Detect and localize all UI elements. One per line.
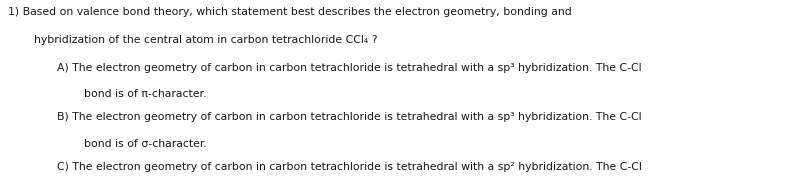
Text: bond is of π-character.: bond is of π-character. [84,89,206,99]
Text: C) The electron geometry of carbon in carbon tetrachloride is tetrahedral with a: C) The electron geometry of carbon in ca… [57,162,642,172]
Text: A) The electron geometry of carbon in carbon tetrachloride is tetrahedral with a: A) The electron geometry of carbon in ca… [57,63,642,72]
Text: B) The electron geometry of carbon in carbon tetrachloride is tetrahedral with a: B) The electron geometry of carbon in ca… [57,112,642,122]
Text: 1) Based on valence bond theory, which statement best describes the electron geo: 1) Based on valence bond theory, which s… [8,7,571,17]
Text: hybridization of the central atom in carbon tetrachloride CCl₄ ?: hybridization of the central atom in car… [34,35,378,45]
Text: bond is of σ-character.: bond is of σ-character. [84,139,206,149]
